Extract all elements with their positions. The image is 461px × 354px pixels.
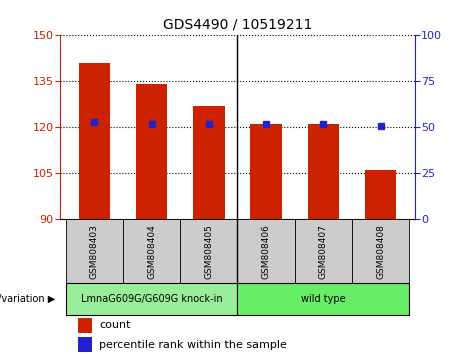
Text: wild type: wild type: [301, 294, 346, 304]
Bar: [295, 219, 352, 283]
Title: GDS4490 / 10519211: GDS4490 / 10519211: [163, 17, 312, 32]
Text: GSM808406: GSM808406: [261, 224, 271, 279]
Text: GSM808407: GSM808407: [319, 224, 328, 279]
Bar: [237, 283, 409, 315]
Bar: [237, 219, 295, 283]
Bar: [307, 124, 339, 219]
Bar: [77, 337, 92, 352]
Text: GSM808404: GSM808404: [147, 224, 156, 279]
Bar: [193, 106, 225, 219]
Bar: [65, 283, 237, 315]
Bar: [250, 124, 282, 219]
Text: GSM808408: GSM808408: [376, 224, 385, 279]
Text: count: count: [99, 320, 130, 330]
Text: percentile rank within the sample: percentile rank within the sample: [99, 339, 287, 350]
Bar: [78, 63, 110, 219]
Bar: [77, 318, 92, 333]
Bar: [365, 170, 396, 219]
Bar: [352, 219, 409, 283]
Text: GSM808403: GSM808403: [90, 224, 99, 279]
Text: GSM808405: GSM808405: [204, 224, 213, 279]
Bar: [123, 219, 180, 283]
Text: LmnaG609G/G609G knock-in: LmnaG609G/G609G knock-in: [81, 294, 222, 304]
Bar: [65, 219, 123, 283]
Text: genotype/variation ▶: genotype/variation ▶: [0, 294, 55, 304]
Bar: [136, 85, 167, 219]
Bar: [180, 219, 237, 283]
